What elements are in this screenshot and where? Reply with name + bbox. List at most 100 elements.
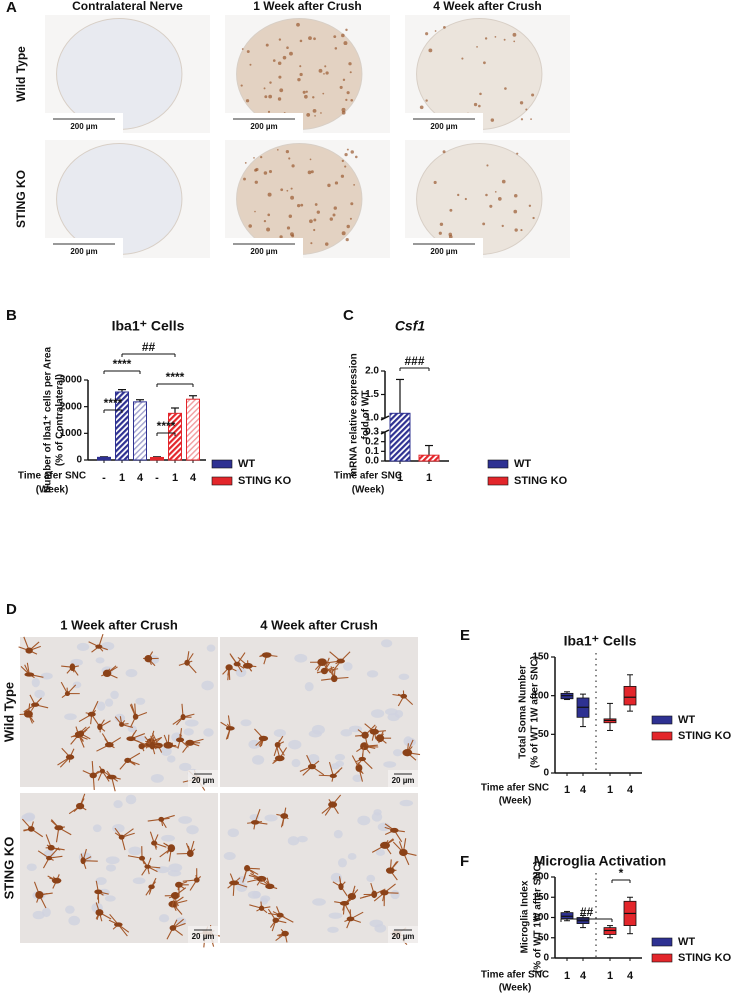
y-tick-label: 200: [532, 872, 549, 883]
stain-dot: [280, 188, 284, 192]
nucleus: [366, 670, 379, 678]
microglia-soma: [144, 655, 153, 663]
microglia-soma: [167, 844, 176, 853]
column-header: 4 Week after Crush: [433, 0, 542, 13]
stain-dot: [448, 234, 453, 239]
stain-dot: [309, 158, 312, 161]
panel-label: A: [6, 0, 17, 16]
legend-label: STING KO: [678, 730, 732, 742]
x-tick-label: 1: [607, 970, 613, 982]
stain-dot: [433, 180, 437, 185]
microglia-soma: [244, 865, 251, 872]
stain-dot: [514, 228, 518, 232]
microglia-soma: [97, 723, 103, 731]
stain-dot: [333, 206, 337, 210]
microglia-soma: [385, 867, 395, 874]
column-header: 1 Week after Crush: [60, 617, 178, 632]
stain-dot: [307, 170, 312, 175]
stain-dot: [348, 62, 352, 66]
microglia-soma: [139, 855, 146, 861]
microglia-soma: [225, 726, 235, 731]
nucleus: [343, 662, 353, 671]
nucleus: [347, 852, 357, 860]
stain-dot: [312, 96, 315, 99]
legend-swatch: [211, 459, 233, 469]
nucleus: [95, 657, 105, 664]
nucleus: [328, 912, 343, 919]
y-axis-label: Microglia Index: [520, 880, 531, 953]
significance-label: ##: [142, 340, 156, 354]
significance-label: ##: [580, 905, 594, 919]
legend-swatch: [211, 476, 233, 486]
microglia-soma: [102, 669, 112, 678]
microglia-soma: [89, 772, 97, 779]
nucleus: [394, 709, 404, 718]
nucleus: [330, 872, 342, 883]
chart-title: Microglia Activation: [534, 853, 667, 869]
legend-label: WT: [678, 714, 695, 726]
stain-dot: [310, 242, 313, 245]
microglia-process: [98, 633, 104, 647]
microglia-soma: [371, 890, 378, 899]
micrograph: [20, 793, 218, 943]
microglia-soma: [358, 756, 367, 762]
microglia-soma: [261, 652, 272, 658]
legend-label: WT: [238, 458, 255, 470]
stain-dot: [268, 94, 273, 99]
stain-dot: [314, 203, 318, 206]
stain-dot: [329, 217, 333, 221]
microglia-soma: [80, 857, 86, 865]
stain-dot: [476, 46, 478, 48]
legend-swatch: [651, 937, 673, 947]
stain-dot: [277, 97, 282, 101]
y-tick-label: 100: [532, 912, 549, 923]
stain-dot: [254, 180, 258, 184]
microglia-soma: [272, 917, 280, 923]
microglia-soma: [320, 667, 328, 675]
microglia-soma: [87, 711, 96, 717]
stain-dot: [286, 189, 289, 192]
nucleus: [76, 642, 90, 651]
stain-dot: [464, 197, 467, 201]
stain-dot: [346, 224, 350, 229]
nerve-section: [56, 143, 183, 255]
bar: [168, 412, 182, 461]
microglia-soma: [151, 840, 158, 846]
y-tick-label: 0: [543, 953, 549, 964]
scale-label: 200 µm: [70, 122, 97, 131]
nucleus: [308, 730, 322, 738]
microglia-soma: [317, 658, 327, 666]
microglia-soma: [233, 661, 241, 667]
nucleus: [68, 915, 81, 926]
microglia-soma: [339, 901, 350, 906]
stain-dot: [501, 224, 504, 228]
stain-dot: [288, 214, 293, 218]
column-header: 4 Week after Crush: [260, 617, 378, 632]
nucleus: [168, 863, 183, 872]
stain-dot: [332, 213, 336, 217]
microglia-soma: [274, 755, 285, 762]
microglia-soma: [185, 739, 195, 746]
row-label: STING KO: [14, 170, 28, 228]
stain-dot: [350, 202, 354, 206]
microglia-soma: [54, 825, 64, 831]
microglia-soma: [338, 883, 344, 891]
nucleus: [340, 729, 353, 737]
nucleus: [327, 926, 339, 933]
nucleus: [158, 914, 170, 923]
nucleus: [288, 739, 302, 750]
scale-box: [45, 113, 123, 133]
scale-box: [405, 238, 483, 258]
microglia-soma: [336, 658, 345, 664]
stain-dot: [263, 87, 266, 90]
significance-label: *: [619, 866, 624, 880]
stain-dot: [248, 224, 252, 228]
nucleus: [113, 800, 123, 809]
stain-dot: [532, 216, 535, 220]
stain-dot: [343, 41, 348, 46]
bar: [186, 398, 200, 461]
stain-dot: [350, 98, 354, 102]
microglia-soma: [175, 881, 183, 888]
microglia-soma: [400, 693, 408, 699]
microglia-soma: [375, 734, 385, 743]
